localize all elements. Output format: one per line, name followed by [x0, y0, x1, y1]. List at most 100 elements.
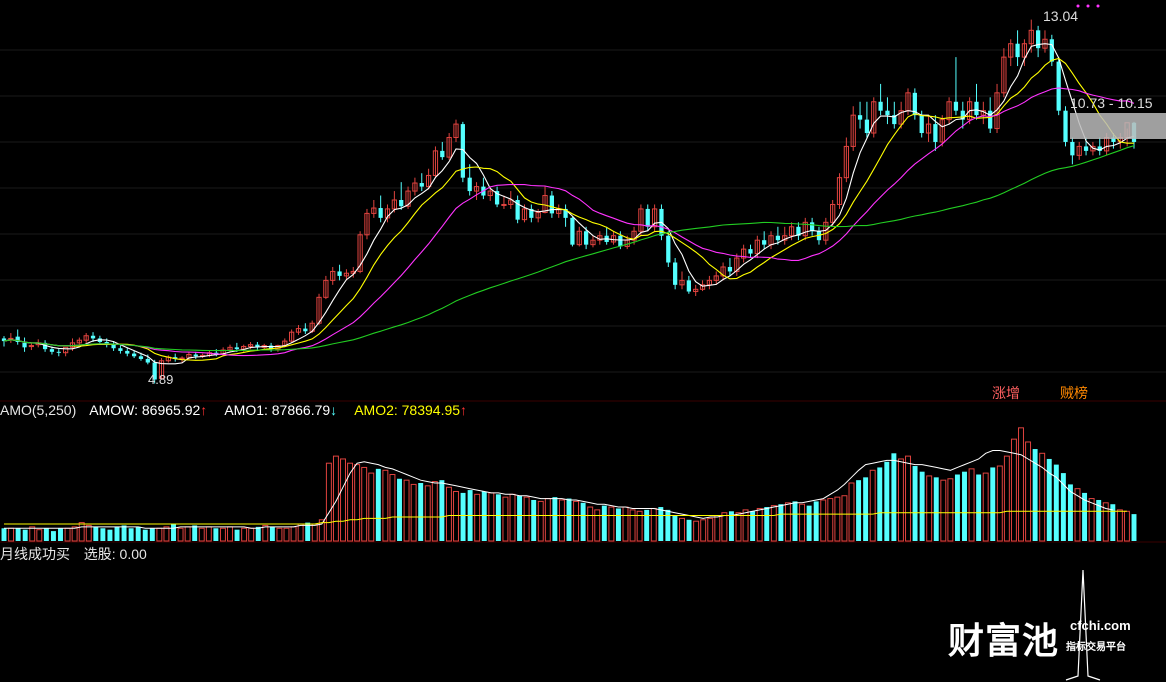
volume-bar — [431, 481, 438, 542]
volume-bar — [213, 528, 219, 541]
candle-body — [131, 353, 137, 357]
pick-indicator-name[interactable]: 月线成功买 — [0, 546, 70, 562]
candle-body — [1097, 146, 1102, 151]
candle-body — [583, 231, 589, 245]
volume-bar — [608, 506, 615, 542]
volume-bar — [856, 480, 862, 541]
candle-body — [15, 336, 20, 342]
candle-body — [1008, 43, 1014, 58]
candle-body — [76, 339, 82, 344]
amo-indicator-row: AMO(5,250) AMOW: 86965.92↑ AMO1: 87866.7… — [0, 402, 467, 420]
candlesticks — [1, 19, 1137, 384]
candle-body — [741, 248, 747, 259]
ma60-line — [3, 145, 1135, 352]
candle-body — [28, 345, 35, 348]
marker-dot — [1086, 4, 1090, 8]
candle-body — [871, 101, 877, 134]
volume-bar — [721, 512, 728, 542]
candle-body — [371, 207, 377, 214]
volume-bar — [580, 502, 586, 541]
volume-bar — [940, 479, 947, 542]
volume-bar — [665, 509, 671, 541]
volume-bar — [1102, 502, 1109, 542]
high-price-label: 13.04 — [1043, 8, 1078, 24]
volume-bar — [869, 469, 876, 542]
candle-body — [693, 288, 699, 293]
logo-site: cfchi.com — [1070, 618, 1131, 633]
volume-bar — [241, 527, 248, 542]
volume-bar — [262, 524, 269, 542]
candle-body — [289, 331, 295, 342]
candle-body — [357, 234, 363, 272]
volume-bar — [573, 500, 580, 542]
candle-body — [720, 266, 726, 277]
candle-body — [145, 358, 150, 363]
candle-body — [686, 280, 691, 292]
candle-body — [158, 360, 165, 380]
volume-bar — [297, 523, 304, 542]
signal-line — [1065, 4, 1101, 681]
candle-body — [56, 351, 61, 353]
volume-bar — [171, 524, 176, 541]
candle-body — [268, 345, 274, 350]
volume-bar — [368, 472, 375, 542]
candle-body — [1083, 146, 1089, 151]
candle-body — [487, 190, 493, 197]
volume-bar — [1046, 458, 1052, 541]
candle-body — [152, 362, 157, 380]
candle-body — [645, 208, 650, 227]
candle-body — [337, 271, 342, 276]
volume-bar — [778, 504, 784, 541]
candle-body — [994, 92, 1000, 130]
pick-indicator-row: 月线成功买 选股: 0.00 — [0, 544, 147, 564]
volume-bar — [439, 480, 445, 541]
volume-bar — [764, 507, 770, 541]
candle-body — [762, 240, 767, 245]
volume-bar — [784, 502, 791, 542]
candle-body — [953, 101, 959, 111]
volume-bar — [891, 453, 897, 541]
volume-bar — [1123, 510, 1130, 542]
candle-body — [638, 208, 644, 232]
candle-body — [748, 249, 753, 254]
candle-body — [467, 177, 472, 192]
volume-bar — [636, 510, 643, 542]
volume-bar — [770, 505, 777, 542]
candle-body — [432, 150, 439, 176]
candle-body — [118, 348, 123, 351]
candle-body — [563, 208, 568, 218]
candle-body — [590, 239, 596, 246]
volume-bar — [71, 526, 78, 542]
candle-body — [666, 235, 671, 263]
logo-subtitle: 指标交易平台 — [1066, 642, 1126, 653]
volume-bar — [1082, 492, 1088, 541]
candle-body — [796, 226, 801, 236]
volume-bar — [149, 528, 155, 541]
volume-bar — [693, 520, 700, 542]
candle-body — [734, 257, 740, 272]
volume-bar — [460, 492, 466, 541]
volume-bar — [488, 492, 495, 542]
volume-bar — [799, 503, 806, 542]
volume-bar — [276, 527, 283, 542]
candle-body — [295, 328, 302, 333]
volume-bar — [121, 525, 127, 541]
candle-body — [343, 272, 350, 277]
volume-bar — [234, 529, 240, 541]
candle-body — [1063, 110, 1068, 142]
volume-bar — [509, 493, 516, 542]
volume-bar — [100, 528, 106, 541]
candle-body — [1, 338, 7, 342]
amow-arrow: ↑ — [200, 402, 208, 418]
tag-zeibang[interactable]: 贼榜 — [1060, 385, 1088, 401]
volume-bar — [587, 506, 594, 542]
volume-bar — [806, 505, 812, 541]
indicator-name[interactable]: AMO(5,250) — [0, 402, 77, 418]
volume-bar — [728, 511, 734, 541]
candle-body — [631, 230, 637, 241]
volume-bar — [184, 526, 191, 542]
tag-zhangzeng[interactable]: 涨增 — [992, 385, 1020, 401]
candle-body — [933, 124, 938, 142]
candle-body — [384, 208, 391, 219]
